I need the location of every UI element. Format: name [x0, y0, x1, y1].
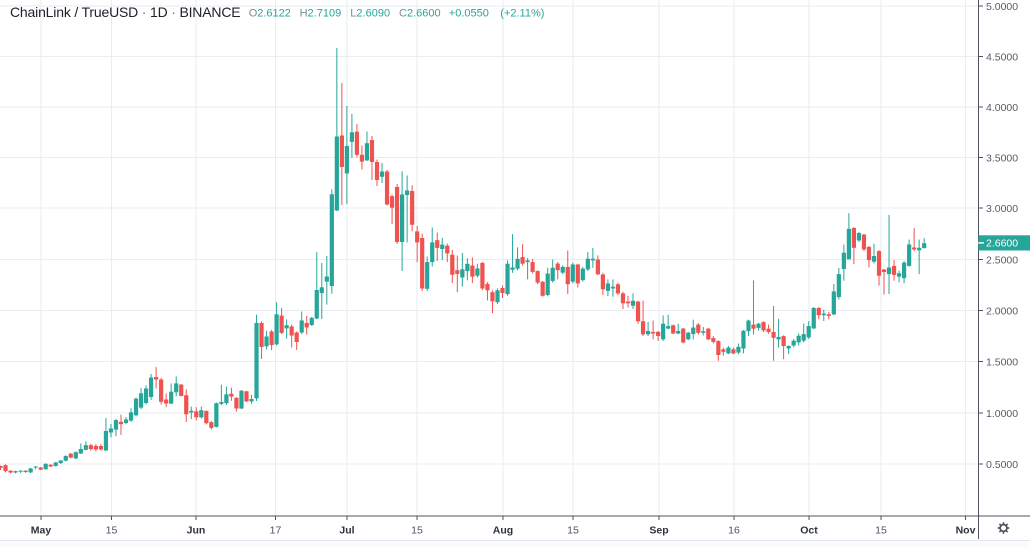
svg-text:3.0000: 3.0000	[986, 203, 1018, 215]
svg-text:15: 15	[567, 525, 579, 537]
svg-text:2.0000: 2.0000	[986, 305, 1018, 317]
svg-text:Jul: Jul	[339, 525, 354, 537]
svg-text:15: 15	[875, 525, 887, 537]
svg-text:15: 15	[411, 525, 423, 537]
svg-text:Aug: Aug	[493, 525, 513, 537]
svg-text:1.0000: 1.0000	[986, 408, 1018, 420]
svg-text:0.5000: 0.5000	[986, 459, 1018, 471]
svg-text:16: 16	[728, 525, 740, 537]
svg-text:5.0000: 5.0000	[986, 1, 1018, 13]
svg-text:1.5000: 1.5000	[986, 356, 1018, 368]
svg-text:3.5000: 3.5000	[986, 152, 1018, 164]
svg-text:ChainLink / TrueUSD · 1D · BIN: ChainLink / TrueUSD · 1D · BINANCE	[10, 4, 240, 20]
svg-text:May: May	[31, 525, 52, 537]
svg-text:4.0000: 4.0000	[986, 102, 1018, 114]
svg-text:Oct: Oct	[800, 525, 818, 537]
svg-text:Jun: Jun	[187, 525, 206, 537]
svg-text:2.5000: 2.5000	[986, 254, 1018, 266]
svg-text:Nov: Nov	[956, 525, 976, 537]
svg-text:4.5000: 4.5000	[986, 51, 1018, 63]
svg-text:15: 15	[106, 525, 118, 537]
svg-text:2.6600: 2.6600	[986, 238, 1018, 250]
svg-text:Sep: Sep	[649, 525, 668, 537]
svg-text:17: 17	[270, 525, 282, 537]
